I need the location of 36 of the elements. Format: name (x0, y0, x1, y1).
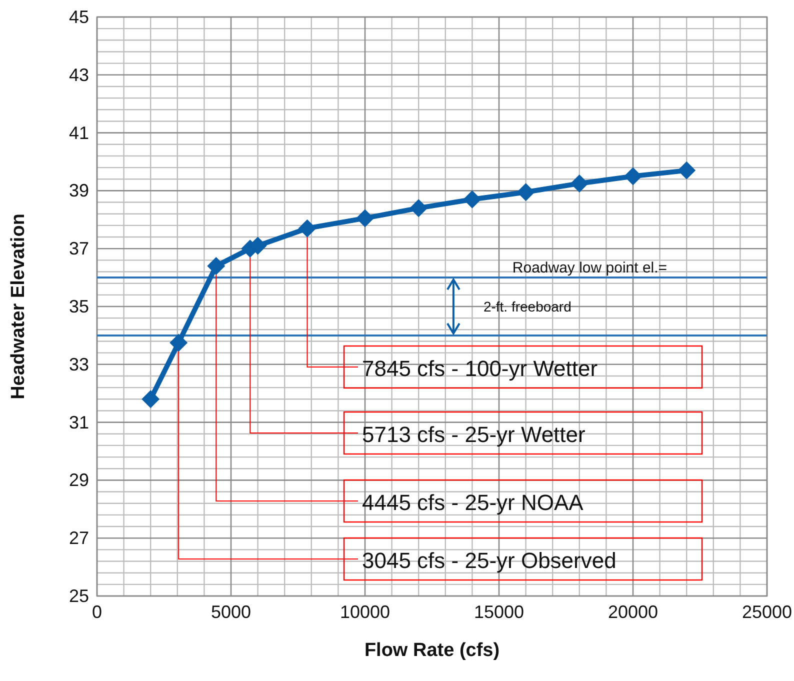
point (170, 334, 188, 352)
y-tick-label: 45 (68, 7, 89, 27)
point (678, 161, 696, 180)
y-tick-label: 29 (68, 470, 89, 490)
point (624, 167, 642, 186)
x-tick-label: 25000 (742, 602, 792, 622)
y-tick-label: 33 (68, 354, 89, 374)
point (207, 256, 226, 275)
x-tick-label: 15000 (474, 602, 524, 622)
annotation: 2-ft. freeboard (483, 298, 572, 314)
y-tick-label: 35 (68, 296, 89, 316)
y-tick-label: 27 (68, 528, 89, 548)
x-tick-label: 20000 (608, 602, 658, 622)
point (516, 183, 535, 202)
ref-line-label: Roadway low point el.= (512, 260, 668, 277)
x-tick-label: 0 (92, 602, 102, 622)
point (356, 209, 374, 228)
point (142, 390, 160, 408)
point (410, 199, 428, 218)
x-tick-label: 10000 (340, 602, 390, 622)
annotation: 4445 cfs - 25-yr NOAA (362, 490, 584, 515)
annotation: 5713 cfs - 25-yr Wetter (362, 422, 586, 447)
y-tick-label: 41 (68, 122, 89, 143)
y-tick-label: 37 (68, 238, 89, 259)
x-axis-title: Flow Rate (cfs) (364, 640, 500, 661)
y-tick-label: 43 (68, 64, 89, 85)
point (570, 174, 588, 192)
annotation: 3045 cfs - 25-yr Observed (362, 548, 616, 573)
point (463, 190, 482, 208)
y-tick-label: 25 (68, 586, 89, 606)
annotation: 7845 cfs - 100-yr Wetter (362, 356, 598, 381)
y-tick-label: 39 (68, 180, 89, 201)
point (298, 219, 316, 238)
y-axis-title: Headwater Elevation (8, 214, 29, 400)
x-tick-label: 5000 (210, 602, 252, 622)
y-tick-label: 31 (68, 412, 89, 432)
